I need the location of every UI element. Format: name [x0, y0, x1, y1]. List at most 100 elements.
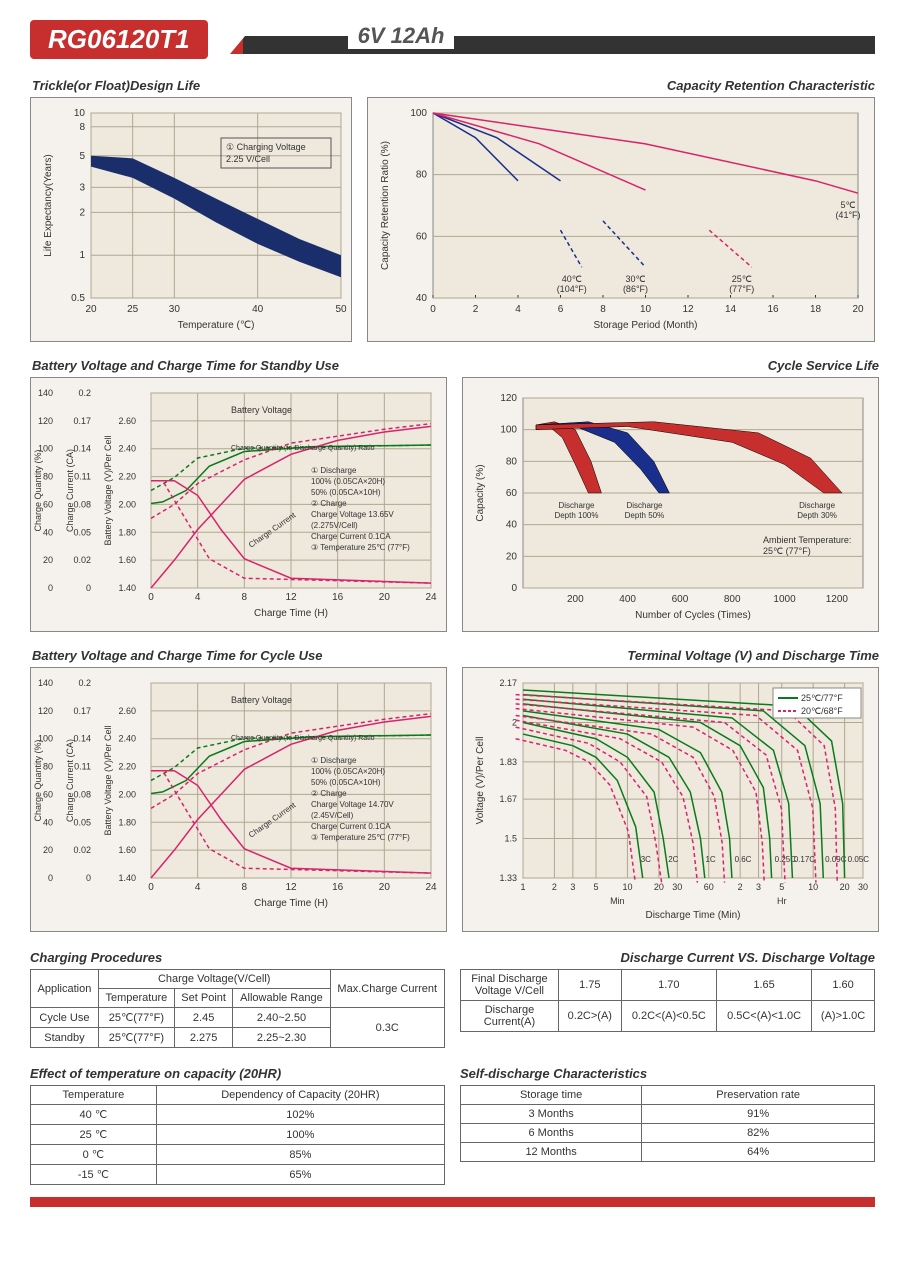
svg-text:100: 100: [500, 425, 517, 436]
svg-text:8: 8: [600, 304, 606, 315]
svg-text:2: 2: [79, 207, 85, 218]
svg-text:4: 4: [195, 592, 201, 603]
table-row: 6 Months82%: [461, 1124, 875, 1143]
svg-text:40: 40: [252, 304, 264, 315]
svg-text:0.08: 0.08: [73, 789, 91, 799]
svg-text:20: 20: [43, 555, 53, 565]
svg-text:Hr: Hr: [777, 896, 787, 906]
svg-text:40: 40: [416, 293, 428, 304]
svg-text:Battery Voltage (V)/Per Cell: Battery Voltage (V)/Per Cell: [103, 435, 113, 545]
svg-text:5℃: 5℃: [840, 200, 855, 210]
th-temp: Temperature: [98, 989, 174, 1008]
svg-text:② Charge: ② Charge: [311, 789, 347, 798]
svg-text:120: 120: [38, 706, 53, 716]
svg-text:10: 10: [622, 882, 632, 892]
svg-text:Discharge: Discharge: [799, 501, 836, 510]
svg-text:80: 80: [43, 762, 53, 772]
svg-text:0.05C: 0.05C: [848, 855, 870, 864]
svg-text:0.2: 0.2: [78, 388, 91, 398]
svg-text:Charge Voltage 13.65V: Charge Voltage 13.65V: [311, 510, 394, 519]
title-charging: Charging Procedures: [30, 950, 445, 965]
th-sp: Set Point: [174, 989, 233, 1008]
svg-text:2: 2: [473, 304, 479, 315]
svg-text:Depth 50%: Depth 50%: [625, 511, 665, 520]
svg-text:Battery Voltage: Battery Voltage: [231, 405, 292, 415]
table-row: 0 ℃85%: [31, 1145, 445, 1165]
svg-text:5: 5: [593, 882, 598, 892]
table-temp: TemperatureDependency of Capacity (20HR)…: [30, 1085, 445, 1185]
svg-text:10: 10: [808, 882, 818, 892]
svg-text:0.17: 0.17: [73, 706, 91, 716]
svg-text:600: 600: [672, 594, 689, 605]
svg-text:18: 18: [810, 304, 822, 315]
svg-text:0: 0: [148, 882, 154, 893]
th-cv: Charge Voltage(V/Cell): [98, 970, 330, 989]
title-temp: Effect of temperature on capacity (20HR): [30, 1066, 445, 1081]
th-max: Max.Charge Current: [330, 970, 445, 1008]
svg-text:50% (0.05CA×10H): 50% (0.05CA×10H): [311, 778, 381, 787]
svg-text:(41°F): (41°F): [835, 210, 860, 220]
table-row: 40 ℃102%: [31, 1105, 445, 1125]
svg-text:20: 20: [654, 882, 664, 892]
svg-text:100% (0.05CA×20H): 100% (0.05CA×20H): [311, 767, 385, 776]
svg-text:50: 50: [335, 304, 347, 315]
svg-text:5: 5: [79, 151, 85, 162]
svg-text:2.25 V/Cell: 2.25 V/Cell: [226, 154, 270, 164]
svg-text:1.60: 1.60: [118, 845, 136, 855]
svg-text:24: 24: [425, 882, 437, 893]
svg-text:③ Temperature 25℃ (77°F): ③ Temperature 25℃ (77°F): [311, 543, 410, 552]
title-standby: Battery Voltage and Charge Time for Stan…: [32, 358, 447, 373]
svg-text:16: 16: [332, 882, 344, 893]
svg-text:2.20: 2.20: [118, 762, 136, 772]
svg-text:20: 20: [379, 592, 391, 603]
table-row: 25 ℃100%: [31, 1125, 445, 1145]
svg-text:140: 140: [38, 678, 53, 688]
svg-text:0.6C: 0.6C: [735, 855, 752, 864]
svg-text:Discharge Time (Min): Discharge Time (Min): [645, 910, 740, 921]
title-cyclelife: Cycle Service Life: [464, 358, 879, 373]
svg-text:(77°F): (77°F): [729, 284, 754, 294]
svg-text:24: 24: [425, 592, 437, 603]
svg-text:1: 1: [79, 250, 85, 261]
svg-text:Min: Min: [610, 896, 625, 906]
svg-text:5: 5: [779, 882, 784, 892]
th-ar: Allowable Range: [233, 989, 330, 1008]
chart-cyclelife: 20040060080010001200020406080100120Disch…: [462, 377, 879, 632]
title-dv: Discharge Current VS. Discharge Voltage: [460, 950, 875, 965]
svg-text:Charge Current (CA): Charge Current (CA): [65, 739, 75, 822]
svg-text:Charge Time (H): Charge Time (H): [254, 608, 328, 619]
title-self: Self-discharge Characteristics: [460, 1066, 875, 1081]
svg-text:② Charge: ② Charge: [311, 499, 347, 508]
svg-text:1.33: 1.33: [499, 873, 517, 883]
svg-text:60: 60: [416, 231, 428, 242]
svg-text:2: 2: [552, 882, 557, 892]
svg-text:0.11: 0.11: [74, 472, 91, 482]
svg-text:40: 40: [43, 817, 53, 827]
svg-text:(86°F): (86°F): [623, 284, 648, 294]
svg-text:0.17C: 0.17C: [794, 855, 816, 864]
svg-text:1.60: 1.60: [118, 555, 136, 565]
svg-text:100: 100: [410, 108, 427, 119]
svg-text:Life Expectancy(Years): Life Expectancy(Years): [43, 154, 54, 256]
svg-text:800: 800: [724, 594, 741, 605]
svg-text:12: 12: [682, 304, 694, 315]
svg-text:20: 20: [840, 882, 850, 892]
svg-text:8: 8: [242, 882, 248, 893]
svg-text:12: 12: [285, 592, 297, 603]
svg-text:Capacity (%): Capacity (%): [475, 464, 486, 521]
svg-text:400: 400: [619, 594, 636, 605]
svg-text:Capacity Retention Ratio (%): Capacity Retention Ratio (%): [380, 141, 391, 270]
table-row: 3 Months91%: [461, 1105, 875, 1124]
svg-text:200: 200: [567, 594, 584, 605]
svg-text:2.00: 2.00: [118, 499, 136, 509]
svg-text:2.20: 2.20: [118, 472, 136, 482]
svg-text:Charge Current (CA): Charge Current (CA): [65, 449, 75, 532]
svg-text:(104°F): (104°F): [557, 284, 587, 294]
chart-discharge: 1.331.51.671.8322.1712351020306023510203…: [462, 667, 879, 932]
svg-text:30: 30: [672, 882, 682, 892]
svg-text:3C: 3C: [641, 855, 651, 864]
svg-text:40: 40: [506, 520, 518, 531]
svg-text:20: 20: [506, 551, 518, 562]
svg-text:50% (0.05CA×10H): 50% (0.05CA×10H): [311, 488, 381, 497]
svg-text:25℃: 25℃: [732, 274, 752, 284]
